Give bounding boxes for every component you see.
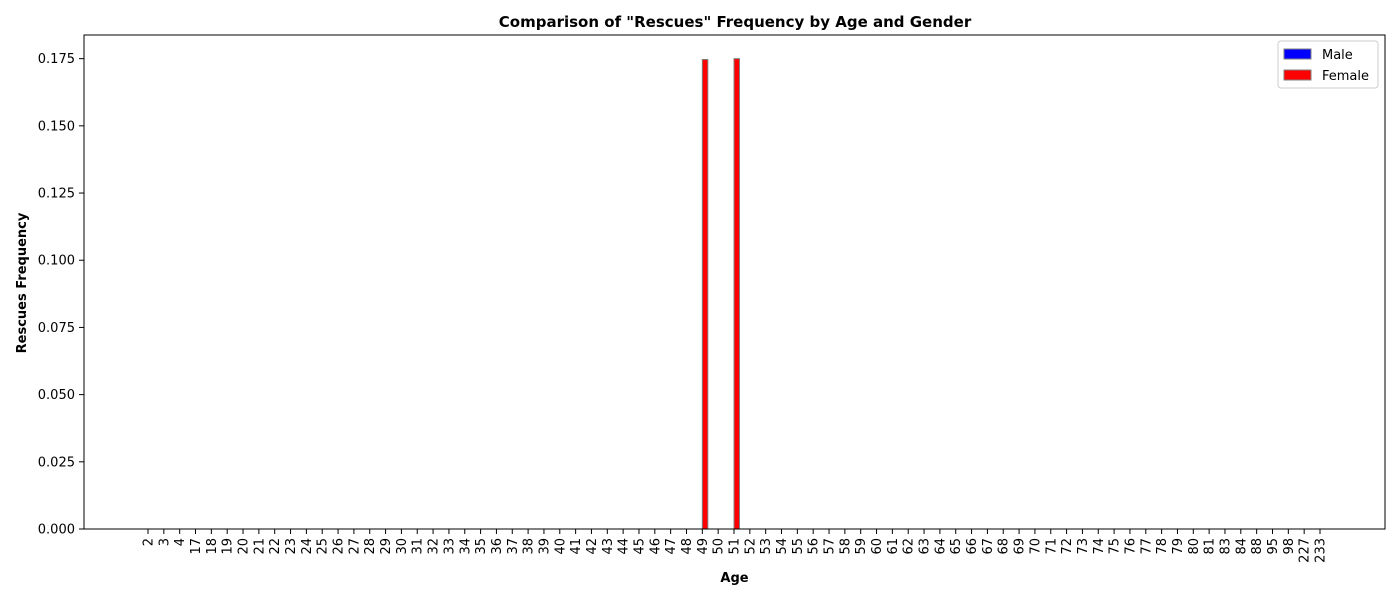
x-tick-label: 78 [1155,538,1170,555]
x-tick-label: 95 [1266,538,1281,555]
x-tick-label: 38 [522,538,537,555]
x-tick-label: 51 [728,538,743,555]
bar-female-age-51 [733,58,740,530]
x-tick-label: 28 [363,538,378,555]
x-tick-label: 35 [474,538,489,555]
x-tick-label: 19 [221,538,236,555]
x-tick-label: 59 [854,538,869,555]
x-tick-label: 54 [775,538,790,555]
x-axis-title: Age [720,571,748,586]
x-tick-label: 73 [1076,538,1091,555]
x-tick-label: 50 [712,538,727,555]
x-tick-label: 66 [965,538,980,555]
x-tick-label: 21 [252,538,267,555]
x-tick-label: 27 [347,538,362,555]
x-tick-label: 76 [1123,538,1138,555]
x-tick-label: 26 [332,538,347,555]
x-tick-label: 52 [743,538,758,555]
x-tick-label: 39 [537,538,552,555]
y-tick-label: 0.075 [38,321,75,336]
legend-swatch-male [1283,48,1312,60]
x-tick-label: 75 [1108,538,1123,555]
x-tick-label: 67 [981,538,996,555]
x-tick-label: 83 [1218,538,1233,555]
x-tick-label: 77 [1139,538,1154,555]
x-tick-label: 69 [1013,538,1028,555]
x-tick-label: 3 [157,538,172,546]
y-axis-title: Rescues Frequency [15,212,30,353]
x-tick-label: 72 [1060,538,1075,555]
y-tick-label: 0.050 [38,388,75,403]
y-tick-label: 0.000 [38,523,75,538]
x-tick-label: 18 [205,538,220,555]
x-tick-label: 227 [1298,538,1313,563]
y-tick-label: 0.025 [38,455,75,470]
x-tick-label: 30 [395,538,410,555]
x-tick-label: 24 [300,538,315,555]
x-tick-label: 36 [490,538,505,555]
x-axis: 2 3 4 17 18 19 20 21 22 23 24 25 26 27 28 29 30 31 32 33 34 3… [142,529,1329,563]
legend-label-male: Male [1322,48,1353,63]
x-tick-label: 47 [664,538,679,555]
y-tick-label: 0.150 [38,119,75,134]
x-tick-label: 40 [553,538,568,555]
x-tick-label: 56 [807,538,822,555]
x-tick-label: 34 [458,538,473,555]
bar-female-age-49 [701,58,709,530]
x-tick-label: 32 [427,538,442,555]
x-tick-label: 17 [189,538,204,555]
x-tick-label: 58 [838,538,853,555]
x-tick-label: 41 [569,538,584,555]
x-tick-label: 31 [411,538,426,555]
x-tick-label: 84 [1234,538,1249,555]
plot-area [83,34,1386,530]
x-tick-label: 22 [268,538,283,555]
legend: Male Female [1277,40,1379,89]
x-tick-label: 80 [1187,538,1202,555]
y-tick-label: 0.100 [38,254,75,269]
x-tick-label: 70 [1028,538,1043,555]
x-tick-label: 20 [237,538,252,555]
x-tick-label: 71 [1044,538,1059,555]
x-tick-label: 53 [759,538,774,555]
x-tick-label: 37 [506,538,521,555]
x-tick-label: 55 [791,538,806,555]
y-axis: 0.000 0.025 0.050 0.075 0.100 0.125 0.150 0.175 [38,52,84,538]
x-tick-label: 81 [1203,538,1218,555]
x-tick-label: 64 [933,538,948,555]
y-tick-label: 0.175 [38,52,75,67]
x-tick-label: 57 [823,538,838,555]
x-tick-label: 4 [173,538,188,546]
x-tick-label: 68 [997,538,1012,555]
y-tick-label: 0.125 [38,187,75,202]
x-tick-label: 42 [585,538,600,555]
x-tick-label: 79 [1171,538,1186,555]
x-tick-label: 74 [1092,538,1107,555]
x-tick-label: 43 [601,538,616,555]
x-tick-label: 23 [284,538,299,555]
x-tick-label: 63 [918,538,933,555]
x-tick-label: 44 [617,538,632,555]
x-tick-label: 60 [870,538,885,555]
x-tick-label: 33 [442,538,457,555]
x-tick-label: 45 [632,538,647,555]
x-tick-label: 49 [696,538,711,555]
x-tick-label: 62 [902,538,917,555]
chart-title: Comparison of "Rescues" Frequency by Age… [499,13,972,31]
legend-swatch-female [1283,69,1312,81]
x-tick-label: 46 [648,538,663,555]
x-tick-label: 233 [1314,538,1329,563]
x-tick-label: 48 [680,538,695,555]
x-tick-label: 29 [379,538,394,555]
x-tick-label: 61 [886,538,901,555]
x-tick-label: 2 [142,538,157,546]
legend-label-female: Female [1322,69,1369,84]
x-tick-label: 98 [1282,538,1297,555]
x-tick-label: 65 [949,538,964,555]
x-tick-label: 88 [1250,538,1265,555]
x-tick-label: 25 [316,538,331,555]
